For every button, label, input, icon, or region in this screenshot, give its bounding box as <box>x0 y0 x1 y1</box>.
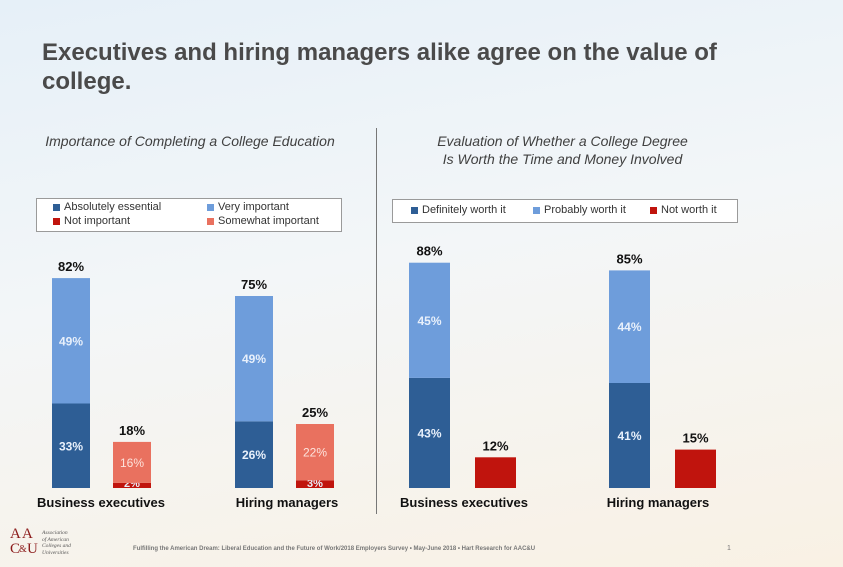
bar-segment <box>409 377 450 488</box>
logo-letters: A A C & U <box>8 527 40 559</box>
legend-item-somewhat-important: Somewhat important <box>207 215 319 227</box>
category-label: Business executives <box>400 495 528 510</box>
bar-segment <box>113 441 151 483</box>
bar-value-label: 49% <box>242 352 266 366</box>
logo-letter: A <box>10 526 21 542</box>
logo-text-line: Colleges and <box>42 543 71 549</box>
bar-total-label: 82% <box>58 259 84 274</box>
bar-value-label: 44% <box>617 320 641 334</box>
bar-value-label: 16% <box>120 456 144 470</box>
bar-segment <box>296 424 334 481</box>
footer-citation: Fulfilling the American Dream: Liberal E… <box>133 546 536 552</box>
legend-item-very-important: Very important <box>207 201 289 213</box>
logo-text-line: Universities <box>42 549 69 556</box>
bar-total-label: 18% <box>119 423 145 438</box>
bar-value-label: 26% <box>242 448 266 462</box>
legend-swatch <box>207 217 214 225</box>
legend-swatch <box>411 206 418 214</box>
legend-item-absolutely-essential: Absolutely essential <box>53 201 161 213</box>
bar-segment <box>113 482 151 488</box>
legend-label: Probably worth it <box>544 204 626 216</box>
category-label: Hiring managers <box>236 495 339 510</box>
bar-value-label: 45% <box>417 314 441 328</box>
logo-letter: U <box>27 541 38 557</box>
legend-label: Very important <box>218 201 289 213</box>
bar-segment <box>235 296 273 422</box>
legend-item-not-important: Not important <box>53 215 130 227</box>
legend-label: Not important <box>64 215 131 227</box>
bar-total-label: 15% <box>682 431 708 446</box>
bar-segment <box>52 403 90 488</box>
bar-total-label: 25% <box>302 405 328 420</box>
bar-value-label: 49% <box>59 334 83 348</box>
legend-label: Absolutely essential <box>64 201 162 213</box>
bar-total-label: 85% <box>616 251 642 266</box>
chart2-title-line1: Evaluation of Whether a College Degree <box>437 133 688 149</box>
bar-value-label: 3% <box>307 478 323 490</box>
category-label: Hiring managers <box>607 495 710 510</box>
bar-segment <box>475 457 516 488</box>
slide-title: Executives and hiring managers alike agr… <box>42 39 717 95</box>
bar-total-label: 75% <box>241 277 267 292</box>
legend-label: Somewhat important <box>218 215 319 227</box>
logo-letter: & <box>19 544 27 555</box>
chart-divider <box>376 128 377 514</box>
legend-item-not-worth-it: Not worth it <box>650 204 717 216</box>
chart1-legend: Absolutely essential Very important Not … <box>36 198 342 232</box>
bar-segment <box>675 449 716 488</box>
chart2-title-line2: Is Worth the Time and Money Involved <box>442 151 683 167</box>
page-number: 1 <box>727 545 731 552</box>
legend-swatch <box>650 206 657 214</box>
legend-label: Not worth it <box>661 204 717 216</box>
bar-segment <box>296 480 334 488</box>
legend-label: Definitely worth it <box>422 204 506 216</box>
bar-value-label: 33% <box>59 439 83 453</box>
bar-value-label: 43% <box>417 427 441 441</box>
chart2-legend: Definitely worth it Probably worth it No… <box>392 199 738 223</box>
bar-segment <box>609 270 650 383</box>
bar-value-label: 22% <box>303 446 327 460</box>
legend-swatch <box>207 203 214 211</box>
chart2-title: Evaluation of Whether a College Degree I… <box>390 132 735 168</box>
bar-segment <box>609 383 650 488</box>
legend-swatch <box>53 203 60 211</box>
legend-item-probably-worth-it: Probably worth it <box>533 204 626 216</box>
category-label: Business executives <box>37 495 165 510</box>
bar-segment <box>409 262 450 378</box>
logo-letter: C <box>10 541 21 557</box>
logo-text: Association of American Colleges and Uni… <box>42 530 112 556</box>
logo-text-line: of American <box>42 536 69 543</box>
legend-swatch <box>533 206 540 214</box>
chart1-title: Importance of Completing a College Educa… <box>45 133 335 149</box>
logo-letter: A <box>22 526 33 542</box>
bar-total-label: 12% <box>482 438 508 453</box>
logo-text-line: Association <box>42 530 68 536</box>
bar-segment <box>52 278 90 404</box>
legend-item-definitely-worth-it: Definitely worth it <box>411 204 506 216</box>
bar-total-label: 88% <box>416 244 442 259</box>
bar-segment <box>235 421 273 488</box>
bar-value-label: 41% <box>617 429 641 443</box>
legend-swatch <box>53 217 60 225</box>
aacu-logo: A A C & U Association of American Colleg… <box>8 527 118 563</box>
